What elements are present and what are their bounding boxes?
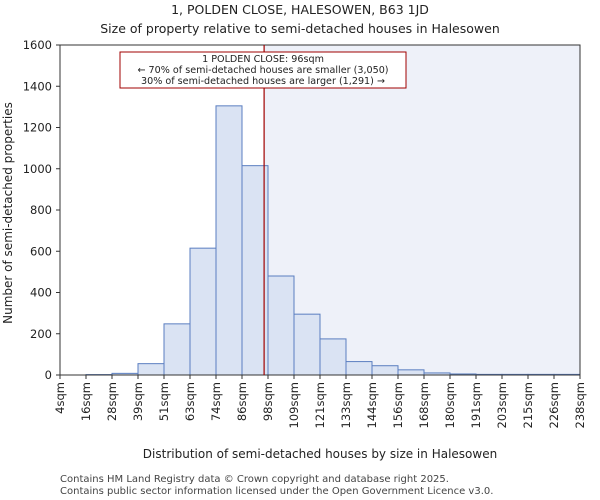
y-tick-label: 1400	[23, 79, 52, 93]
x-tick-label: 203sqm	[495, 382, 509, 428]
footer-line-1: Contains HM Land Registry data © Crown c…	[60, 474, 449, 485]
histogram-bar	[215, 105, 243, 376]
x-tick-label: 4sqm	[53, 382, 67, 414]
x-tick-label: 180sqm	[443, 382, 457, 428]
histogram-bar	[267, 275, 295, 376]
histogram-bar	[397, 369, 425, 376]
x-tick-label: 86sqm	[235, 382, 249, 421]
y-tick-label: 1000	[23, 162, 52, 176]
y-tick-label: 600	[30, 244, 52, 258]
x-tick-label: 98sqm	[261, 382, 275, 421]
y-tick-label: 400	[30, 286, 52, 300]
x-tick-label: 238sqm	[573, 382, 587, 428]
x-tick-label: 133sqm	[339, 382, 353, 428]
histogram-bar	[137, 363, 165, 376]
histogram-bar	[293, 313, 321, 376]
histogram-bar	[189, 247, 217, 376]
chart-title: 1, POLDEN CLOSE, HALESOWEN, B63 1JD	[171, 2, 429, 17]
footer-line-2: Contains public sector information licen…	[60, 486, 493, 497]
y-tick-label: 1200	[23, 121, 52, 135]
annotation-line-1: 1 POLDEN CLOSE: 96sqm	[202, 54, 324, 65]
histogram-bar	[371, 365, 399, 376]
y-tick-label: 1600	[23, 38, 52, 52]
x-tick-label: 16sqm	[79, 382, 93, 421]
histogram-bar	[163, 323, 191, 376]
x-tick-label: 51sqm	[157, 382, 171, 421]
y-tick-label: 200	[30, 327, 52, 341]
x-tick-label: 74sqm	[209, 382, 223, 421]
x-tick-label: 215sqm	[521, 382, 535, 428]
y-tick-label: 800	[30, 203, 52, 217]
x-tick-label: 191sqm	[469, 382, 483, 428]
x-tick-label: 63sqm	[183, 382, 197, 421]
histogram-bar	[345, 361, 373, 376]
x-tick-label: 109sqm	[287, 382, 301, 428]
x-tick-label: 156sqm	[391, 382, 405, 428]
x-tick-label: 168sqm	[417, 382, 431, 428]
x-tick-label: 39sqm	[131, 382, 145, 421]
chart-subtitle: Size of property relative to semi-detach…	[100, 21, 500, 36]
annotation-line-2: ← 70% of semi-detached houses are smalle…	[137, 65, 388, 76]
x-tick-label: 144sqm	[365, 382, 379, 428]
x-axis-title: Distribution of semi-detached houses by …	[143, 447, 497, 461]
y-axis-title: Number of semi-detached properties	[1, 102, 15, 324]
x-tick-label: 28sqm	[105, 382, 119, 421]
annotation-line-3: 30% of semi-detached houses are larger (…	[141, 76, 385, 87]
x-tick-label: 226sqm	[547, 382, 561, 428]
annotation-box	[119, 51, 407, 89]
y-tick-label: 0	[45, 368, 52, 382]
x-tick-label: 121sqm	[313, 382, 327, 428]
histogram-bar	[319, 338, 347, 376]
